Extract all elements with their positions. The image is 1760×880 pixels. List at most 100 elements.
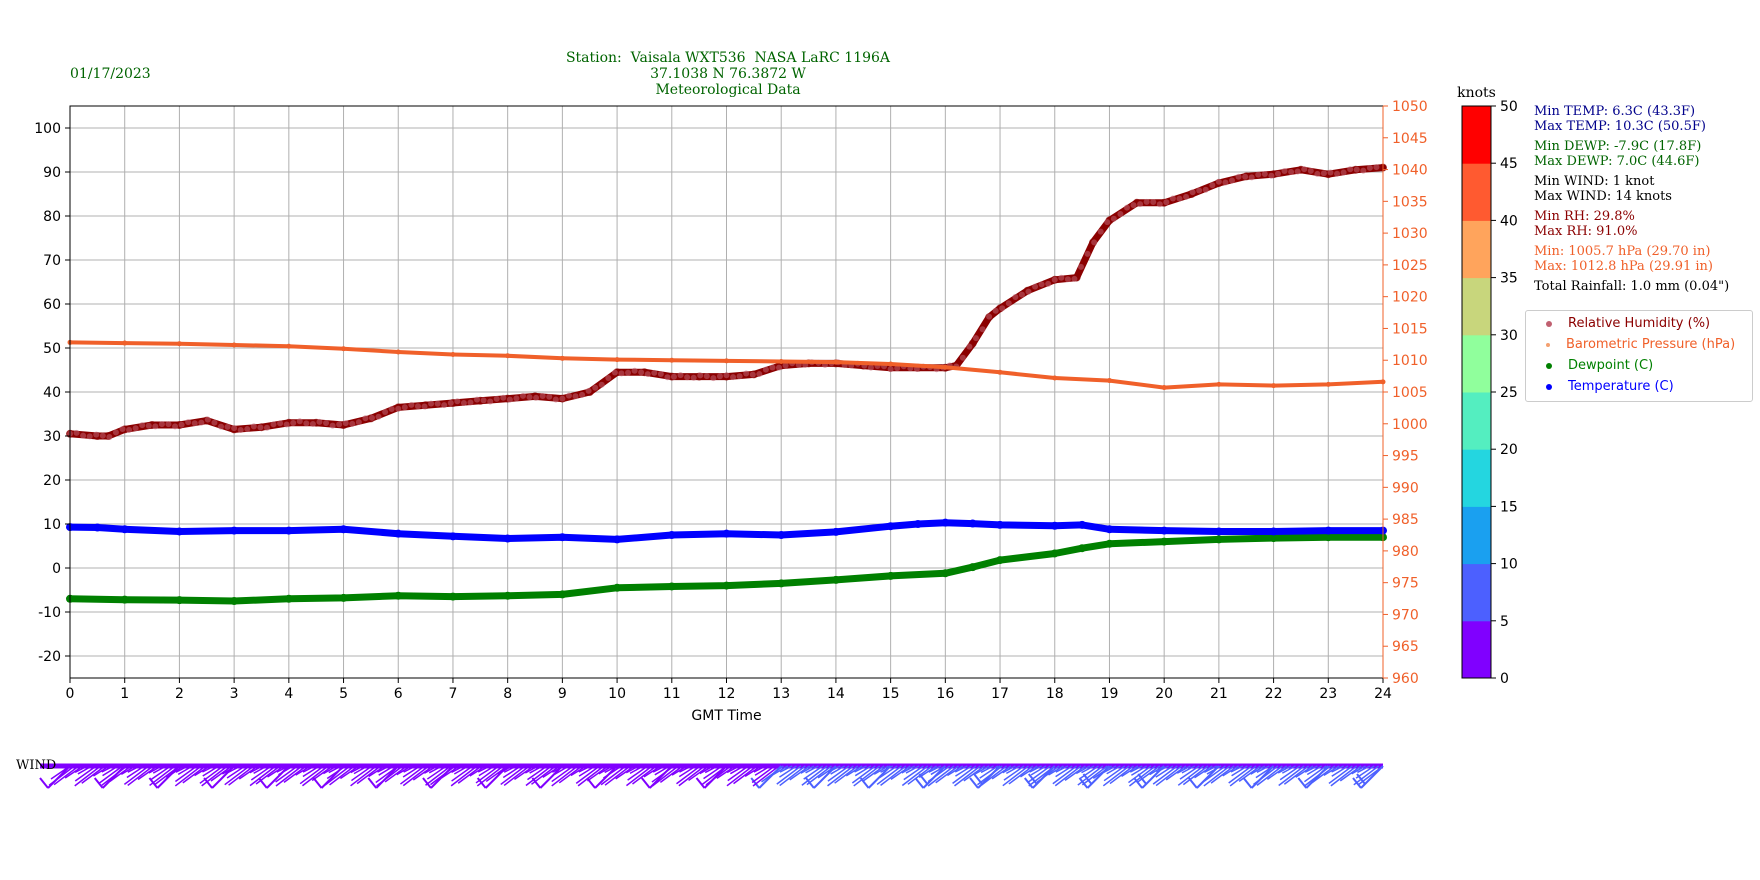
series-dewpoint-point <box>722 581 731 590</box>
series-relative-humidity-marker <box>762 366 769 373</box>
wind-barb <box>1203 765 1226 782</box>
wind-barb <box>952 765 977 784</box>
wind-barb <box>299 765 325 785</box>
wind-barb <box>954 765 968 773</box>
series-relative-humidity-marker <box>697 372 704 379</box>
series-pressure-point <box>176 341 182 347</box>
wind-barb <box>876 765 903 786</box>
series-temperature-point <box>777 531 786 539</box>
series-pressure-point <box>669 357 675 363</box>
wind-barb <box>199 765 224 784</box>
wind-barb <box>175 765 189 773</box>
series-relative-humidity-marker <box>1288 168 1295 175</box>
series-relative-humidity-marker <box>592 384 599 391</box>
series-relative-humidity-marker <box>198 419 205 426</box>
series-pressure-point <box>1325 381 1331 387</box>
wind-barb <box>295 765 312 776</box>
wind-barb <box>500 765 526 786</box>
series-relative-humidity-marker <box>1189 189 1196 196</box>
x-tick-label: 19 <box>1101 686 1119 702</box>
colorbar-segment <box>1462 506 1491 565</box>
series-relative-humidity-marker <box>362 415 369 422</box>
wind-barb <box>1054 765 1082 787</box>
wind-barbs-layer <box>39 763 1384 789</box>
series-relative-humidity-marker <box>323 420 330 427</box>
series-dewpoint-point <box>831 575 840 584</box>
series-dewpoint-point <box>777 579 786 588</box>
wind-barb <box>53 765 80 786</box>
series-relative-humidity-marker <box>559 395 566 402</box>
wind-barb <box>302 765 320 778</box>
series-relative-humidity-marker <box>1130 202 1137 209</box>
colorbar-segment <box>1462 220 1491 279</box>
series-relative-humidity-marker <box>690 374 697 381</box>
wind-barb <box>974 765 990 775</box>
series-relative-humidity-marker <box>1281 167 1288 174</box>
wind-barb <box>946 765 964 777</box>
wind-barb <box>226 765 246 779</box>
wind-barb <box>353 765 368 775</box>
legend-item-pressure: Barometric Pressure (hPa) <box>1534 334 1746 355</box>
wind-barb <box>726 765 740 774</box>
wind-barb <box>632 765 657 785</box>
wind-barb <box>954 765 981 787</box>
series-relative-humidity-marker <box>1051 276 1058 283</box>
wind-barb <box>806 765 832 786</box>
wind-barb <box>578 765 592 773</box>
series-temperature-point <box>1050 521 1059 530</box>
wind-barb <box>1055 765 1069 773</box>
series-temperature-point <box>339 525 348 534</box>
series-relative-humidity-marker <box>1104 219 1111 226</box>
wind-barb <box>570 765 587 777</box>
series-temperature-point <box>913 520 922 528</box>
series-relative-humidity-marker <box>1261 170 1268 177</box>
wind-barb <box>1229 765 1257 787</box>
wind-barb <box>577 765 605 787</box>
wind-barb-flag <box>1133 777 1143 789</box>
series-dewpoint-point <box>667 582 676 591</box>
wind-barb <box>302 765 329 787</box>
wind-barb <box>805 765 819 774</box>
series-temperature-point <box>93 523 102 532</box>
colorbar-segment <box>1462 620 1491 679</box>
wind-barb <box>1331 765 1344 773</box>
wind-barb-flag <box>641 777 651 789</box>
x-tick-label: 17 <box>991 686 1009 702</box>
series-pressure-point <box>724 358 729 364</box>
legend-item-temperature: Temperature (C) <box>1534 376 1746 397</box>
series-relative-humidity-marker <box>1084 250 1091 257</box>
wind-barb <box>323 765 338 775</box>
wind-barb <box>1137 765 1161 783</box>
wind-barb <box>127 765 141 773</box>
series-dewpoint-point <box>968 563 977 572</box>
series-relative-humidity-marker <box>1366 164 1373 171</box>
wind-barb <box>1064 765 1086 781</box>
series-temperature-point <box>996 520 1005 529</box>
wind-barb <box>92 765 110 777</box>
wind-barb <box>1253 765 1279 786</box>
wind-barb-flag <box>1242 777 1253 789</box>
series-dewpoint-point <box>175 596 184 605</box>
wind-barb <box>854 765 867 773</box>
colorbar-tick-label: 45 <box>1500 156 1518 172</box>
y-right-tick-label: 1000 <box>1392 417 1428 433</box>
series-relative-humidity-marker <box>126 426 133 433</box>
series-relative-humidity-marker <box>191 420 198 427</box>
x-tick-label: 2 <box>175 686 184 702</box>
wind-barb <box>1109 765 1134 785</box>
wind-barb <box>1128 765 1156 787</box>
series-dewpoint-point <box>1078 544 1087 553</box>
series-temperature-point <box>120 525 129 534</box>
wind-barb-flag <box>1023 777 1034 789</box>
wind-barb <box>918 765 937 778</box>
wind-barb <box>1129 765 1143 773</box>
series-relative-humidity-marker <box>1097 228 1104 235</box>
series-relative-humidity-marker <box>539 392 546 399</box>
series-temperature-point <box>503 534 512 543</box>
wind-barb <box>250 765 272 781</box>
series-relative-humidity-marker <box>1360 167 1367 174</box>
wind-barb <box>671 765 688 776</box>
wind-barb <box>651 765 679 787</box>
legend-label-rh: Relative Humidity (%) <box>1568 316 1711 331</box>
series-relative-humidity-marker <box>1248 174 1255 181</box>
